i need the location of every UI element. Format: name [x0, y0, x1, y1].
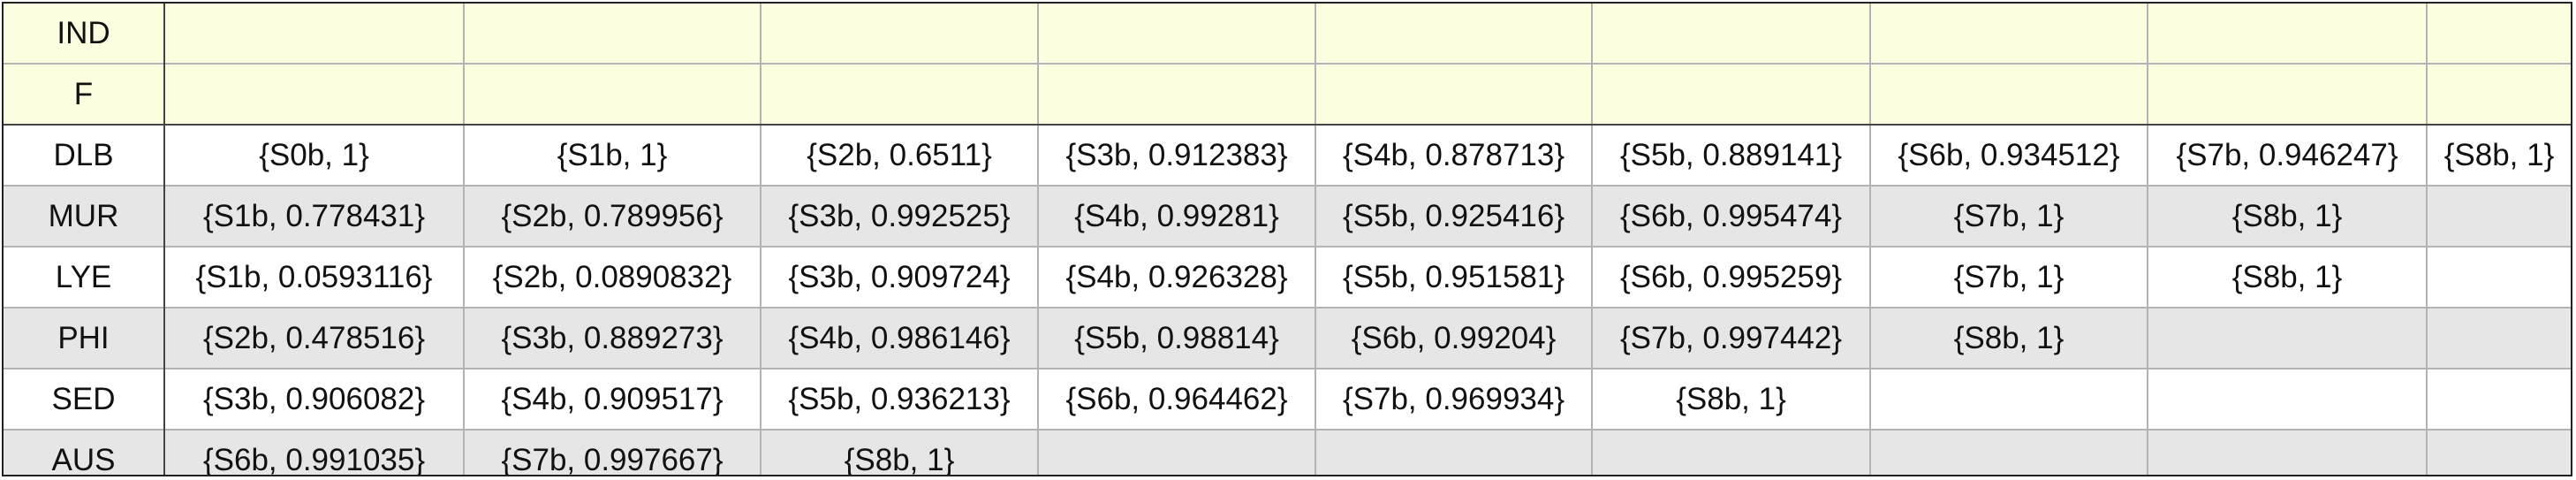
table-cell: {S3b, 0.992525} — [760, 185, 1038, 247]
table-cell: {S7b, 0.997442} — [1591, 307, 1870, 369]
table-cell — [163, 4, 464, 64]
row-label: DLB — [4, 124, 165, 186]
table-cell — [2426, 368, 2571, 430]
row-label: PHI — [4, 307, 165, 369]
table-cell — [163, 63, 464, 126]
table-cell — [1869, 368, 2148, 430]
table-cell: {S4b, 0.99281} — [1037, 185, 1315, 247]
table-cell: {S1b, 1} — [463, 124, 761, 186]
table-cell — [2426, 4, 2571, 64]
grid-body: IND F DLB {S0b, 1} {S1b, 1} {S2b, 0.6511} {S3b… — [4, 4, 2571, 475]
table-cell: {S6b, 0.995474} — [1591, 185, 1870, 247]
table-cell: {S0b, 1} — [163, 124, 464, 186]
table-cell: {S7b, 0.969934} — [1315, 368, 1592, 430]
table-cell: {S6b, 0.995259} — [1591, 246, 1870, 308]
table-cell — [2426, 246, 2571, 308]
table-cell: {S2b, 0.0890832} — [463, 246, 761, 308]
table-cell: {S7b, 1} — [1869, 246, 2148, 308]
table-cell — [1315, 429, 1592, 475]
table-cell: {S8b, 1} — [760, 429, 1038, 475]
table-cell: {S6b, 0.99204} — [1315, 307, 1592, 369]
table-cell: {S8b, 1} — [2147, 246, 2427, 308]
table-cell: {S4b, 0.878713} — [1315, 124, 1592, 186]
table-cell: {S1b, 0.778431} — [163, 185, 464, 247]
row-label: AUS — [4, 429, 165, 475]
table-cell: {S4b, 0.986146} — [760, 307, 1038, 369]
header-row: IND — [4, 4, 2571, 64]
table-row: LYE {S1b, 0.0593116} {S2b, 0.0890832} {S3b,… — [4, 246, 2571, 308]
table-cell — [2426, 185, 2571, 247]
table-cell — [760, 4, 1038, 64]
grid-table: IND F DLB {S0b, 1} {S1b, 1} {S2b, 0.6511} {S3b… — [4, 4, 2571, 475]
row-label: MUR — [4, 185, 165, 247]
table-cell: {S3b, 0.909724} — [760, 246, 1038, 308]
table-cell: {S8b, 1} — [1591, 368, 1870, 430]
table-row: AUS {S6b, 0.991035} {S7b, 0.997667} {S8b, 1… — [4, 429, 2571, 475]
row-label: IND — [4, 4, 165, 64]
table-cell: {S4b, 0.909517} — [463, 368, 761, 430]
table-cell — [1869, 63, 2148, 126]
table-cell: {S1b, 0.0593116} — [163, 246, 464, 308]
table-cell — [1037, 4, 1315, 64]
table-cell: {S3b, 0.889273} — [463, 307, 761, 369]
table-cell: {S6b, 0.991035} — [163, 429, 464, 475]
table-cell: {S7b, 0.946247} — [2147, 124, 2427, 186]
table-cell: {S5b, 0.889141} — [1591, 124, 1870, 186]
table-cell: {S2b, 0.478516} — [163, 307, 464, 369]
table-cell — [2147, 429, 2427, 475]
table-cell: {S6b, 0.934512} — [1869, 124, 2148, 186]
row-label: LYE — [4, 246, 165, 308]
table-row: SED {S3b, 0.906082} {S4b, 0.909517} {S5b, 0… — [4, 368, 2571, 430]
table-cell — [1315, 4, 1592, 64]
table-cell: {S2b, 0.789956} — [463, 185, 761, 247]
table-cell — [2147, 307, 2427, 369]
table-cell: {S5b, 0.98814} — [1037, 307, 1315, 369]
table-cell — [1315, 63, 1592, 126]
table-cell — [463, 63, 761, 126]
table-cell: {S7b, 1} — [1869, 185, 2148, 247]
table-cell — [2147, 368, 2427, 430]
table-cell: {S3b, 0.912383} — [1037, 124, 1315, 186]
table-row: PHI {S2b, 0.478516} {S3b, 0.889273} {S4b, 0… — [4, 307, 2571, 369]
table-row: DLB {S0b, 1} {S1b, 1} {S2b, 0.6511} {S3b, 0.… — [4, 124, 2571, 186]
table-row: MUR {S1b, 0.778431} {S2b, 0.789956} {S3b, 0… — [4, 185, 2571, 247]
table-cell — [2426, 307, 2571, 369]
row-label: F — [4, 63, 165, 126]
table-cell: {S8b, 1} — [2147, 185, 2427, 247]
table-cell — [463, 4, 761, 64]
table-cell: {S5b, 0.925416} — [1315, 185, 1592, 247]
table-cell — [1037, 429, 1315, 475]
table-cell — [1869, 429, 2148, 475]
table-cell: {S4b, 0.926328} — [1037, 246, 1315, 308]
table-cell — [1591, 429, 1870, 475]
table-cell — [760, 63, 1038, 126]
table-cell — [1591, 4, 1870, 64]
table-cell: {S3b, 0.906082} — [163, 368, 464, 430]
table-cell: {S8b, 1} — [1869, 307, 2148, 369]
header-row: F — [4, 63, 2571, 126]
table-cell — [1869, 4, 2148, 64]
table-cell — [2426, 429, 2571, 475]
table-cell: {S8b, 1} — [2426, 124, 2571, 186]
table-cell: {S5b, 0.936213} — [760, 368, 1038, 430]
table-cell — [1591, 63, 1870, 126]
table-cell — [2147, 4, 2427, 64]
row-label: SED — [4, 368, 165, 430]
table-cell: {S7b, 0.997667} — [463, 429, 761, 475]
table-cell: {S2b, 0.6511} — [760, 124, 1038, 186]
table-cell: {S6b, 0.964462} — [1037, 368, 1315, 430]
table-cell: {S5b, 0.951581} — [1315, 246, 1592, 308]
table-cell — [2147, 63, 2427, 126]
table-cell — [2426, 63, 2571, 126]
table-cell — [1037, 63, 1315, 126]
